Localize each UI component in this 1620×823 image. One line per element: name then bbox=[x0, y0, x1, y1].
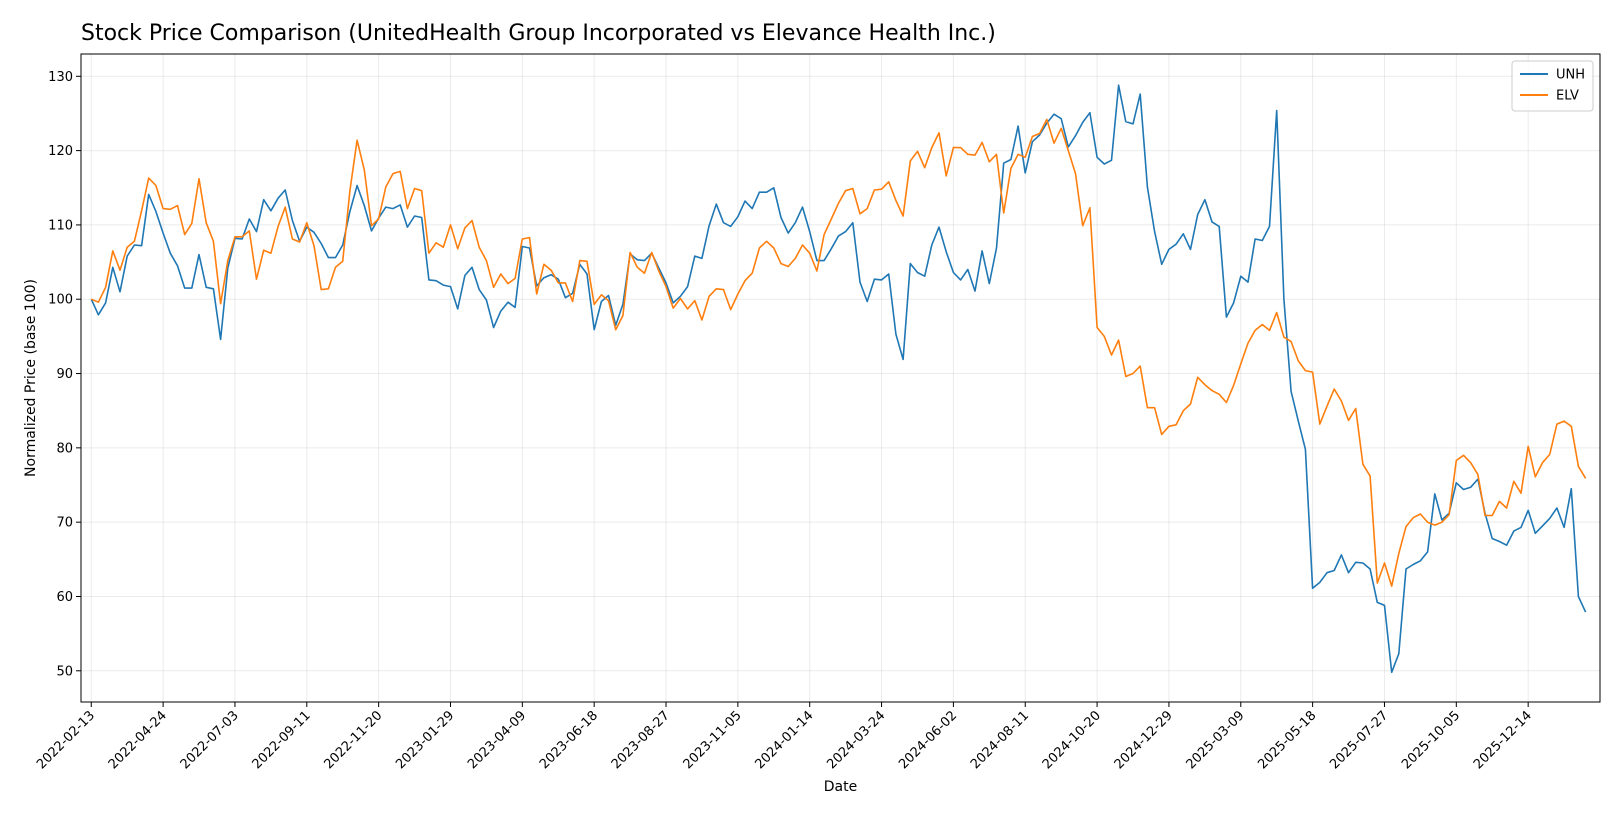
x-axis-ticks: 2022-02-13 2022-04-24 2022-07-03 2022-09-11… bbox=[34, 702, 1535, 772]
x-tick-label: 2025-03-09 bbox=[1184, 708, 1248, 772]
x-tick-label: 2024-08-11 bbox=[968, 708, 1032, 772]
x-tick-label: 2023-01-29 bbox=[393, 708, 457, 772]
series-line-unh bbox=[90, 84, 1587, 674]
plot-area-frame bbox=[80, 53, 1601, 703]
x-tick-label: 2023-11-05 bbox=[681, 708, 745, 772]
x-tick-label: 2022-04-24 bbox=[106, 708, 170, 772]
y-tick-label: 80 bbox=[56, 441, 73, 456]
y-tick-label: 120 bbox=[48, 144, 73, 159]
legend-label-unh: UNH bbox=[1556, 68, 1585, 83]
y-tick-label: 110 bbox=[48, 218, 73, 233]
y-tick-label: 100 bbox=[48, 293, 73, 308]
x-tick-label: 2025-10-05 bbox=[1399, 708, 1463, 772]
x-tick-label: 2023-06-18 bbox=[537, 708, 601, 772]
x-tick-label: 2025-12-14 bbox=[1471, 708, 1535, 772]
y-tick-label: 90 bbox=[56, 367, 73, 382]
legend: UNH ELV bbox=[1511, 60, 1594, 112]
x-tick-label: 2022-07-03 bbox=[178, 708, 242, 772]
y-tick-label: 50 bbox=[56, 664, 73, 679]
x-tick-label: 2024-12-29 bbox=[1112, 708, 1176, 772]
x-tick-label: 2022-11-20 bbox=[321, 708, 385, 772]
legend-label-elv: ELV bbox=[1556, 89, 1579, 104]
grid-lines bbox=[81, 54, 1600, 702]
chart-title: Stock Price Comparison (UnitedHealth Gro… bbox=[81, 21, 996, 46]
y-tick-label: 130 bbox=[48, 70, 73, 85]
x-tick-label: 2025-07-27 bbox=[1327, 708, 1391, 772]
x-tick-label: 2023-08-27 bbox=[609, 708, 673, 772]
x-tick-label: 2023-04-09 bbox=[465, 708, 529, 772]
x-tick-label: 2022-09-11 bbox=[250, 708, 314, 772]
y-axis-ticks: 50 60 70 80 90 100 110 120 130 bbox=[48, 70, 81, 679]
x-tick-label: 2024-06-02 bbox=[896, 708, 960, 772]
x-tick-label: 2025-05-18 bbox=[1255, 708, 1319, 772]
x-tick-label: 2024-01-14 bbox=[753, 708, 817, 772]
x-tick-label: 2024-03-24 bbox=[824, 708, 888, 772]
series-lines bbox=[90, 84, 1587, 674]
y-tick-label: 60 bbox=[56, 590, 73, 605]
x-tick-label: 2022-02-13 bbox=[34, 708, 98, 772]
x-axis-label: Date bbox=[824, 779, 857, 795]
y-tick-label: 70 bbox=[56, 516, 73, 531]
y-axis-label: Normalized Price (base 100) bbox=[23, 279, 39, 477]
x-tick-label: 2024-10-20 bbox=[1040, 708, 1104, 772]
series-line-elv bbox=[90, 118, 1587, 587]
